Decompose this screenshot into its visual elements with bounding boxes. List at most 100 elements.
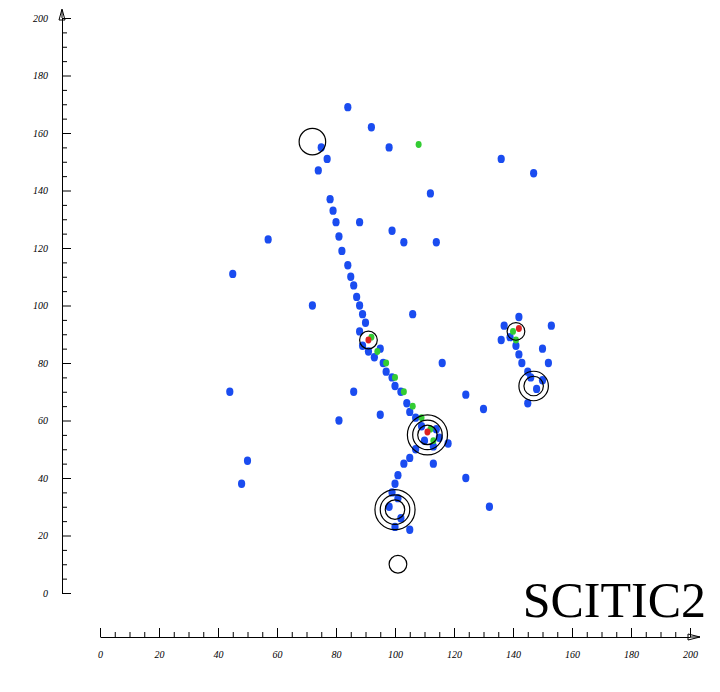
- emission-blob: [403, 399, 410, 407]
- source-circle: [389, 555, 407, 573]
- x-minor-tick: [557, 632, 558, 637]
- y-tick: 160: [33, 128, 71, 139]
- emission: [368, 141, 519, 444]
- y-minor-tick-mark: [62, 205, 67, 206]
- x-minor-tick-mark: [484, 632, 485, 637]
- x-tick-mark: [454, 628, 455, 637]
- x-tick-label: 120: [447, 649, 462, 660]
- x-minor-tick: [248, 632, 249, 637]
- y-tick-mark: [62, 363, 71, 364]
- emission-blob: [515, 350, 522, 358]
- x-axis-line: [101, 637, 691, 638]
- emission-blob: [309, 301, 316, 309]
- y-minor-tick: [62, 104, 67, 105]
- y-minor-tick: [62, 47, 67, 48]
- x-minor-tick-mark: [262, 632, 263, 637]
- y-minor-tick-mark: [62, 277, 67, 278]
- y-minor-tick: [62, 119, 67, 120]
- x-minor-tick: [321, 632, 322, 637]
- x-minor-tick: [543, 632, 544, 637]
- emission-blob: [533, 385, 540, 393]
- y-tick: 100: [33, 300, 71, 311]
- y-minor-tick: [62, 449, 67, 450]
- emission-blob: [486, 503, 493, 511]
- x-minor-tick-mark: [646, 632, 647, 637]
- emission-blob: [480, 405, 487, 413]
- y-tick-mark: [62, 191, 71, 192]
- x-minor-tick-mark: [115, 632, 116, 637]
- x-tick-mark: [690, 628, 691, 637]
- x-tick-mark: [277, 628, 278, 637]
- y-minor-tick-mark: [62, 392, 67, 393]
- emission-blob: [335, 416, 342, 424]
- emission-blob: [374, 348, 380, 355]
- x-minor-tick: [425, 632, 426, 637]
- emission-blob: [265, 235, 272, 243]
- source-circle: [413, 420, 443, 450]
- emission-blob: [324, 155, 331, 163]
- emission-blob: [416, 141, 422, 148]
- chart: 0204060801001201401601802000204060801001…: [0, 0, 720, 692]
- x-tick-mark: [395, 628, 396, 637]
- x-minor-tick: [203, 632, 204, 637]
- y-minor-tick: [62, 521, 67, 522]
- x-tick-mark: [218, 628, 219, 637]
- y-minor-tick-mark: [62, 320, 67, 321]
- y-tick: 120: [33, 243, 71, 254]
- y-minor-tick-mark: [62, 119, 67, 120]
- x-minor-tick: [307, 632, 308, 637]
- y-minor-tick-mark: [62, 162, 67, 163]
- emission-blob: [347, 273, 354, 281]
- x-minor-tick: [498, 632, 499, 637]
- source-circle: [507, 323, 525, 341]
- y-tick-mark: [62, 306, 71, 307]
- x-tick-label: 40: [214, 649, 224, 660]
- emission-blob: [332, 218, 339, 226]
- y-minor-tick: [62, 277, 67, 278]
- emission-blob: [356, 218, 363, 226]
- y-minor-tick-mark: [62, 507, 67, 508]
- source-circle: [385, 500, 404, 519]
- emission-blob: [400, 459, 407, 467]
- y-tick: 200: [33, 13, 71, 24]
- x-minor-tick-mark: [675, 632, 676, 637]
- emission-blob: [391, 480, 398, 488]
- y-tick-label: 80: [38, 358, 48, 369]
- x-tick: 180: [624, 628, 639, 660]
- x-minor-tick: [484, 632, 485, 637]
- emission-blob: [409, 310, 416, 318]
- x-tick-mark: [159, 628, 160, 637]
- y-tick: 20: [38, 530, 71, 541]
- emission-blob: [350, 281, 357, 289]
- emission-blob: [406, 454, 413, 462]
- emission-blob: [388, 227, 395, 235]
- y-tick-label: 160: [33, 128, 48, 139]
- y-tick-mark: [62, 593, 71, 594]
- x-minor-tick-mark: [469, 632, 470, 637]
- x-minor-tick: [174, 632, 175, 637]
- emission-blob: [226, 388, 233, 396]
- y-minor-tick: [62, 205, 67, 206]
- y-tick: 140: [33, 185, 71, 196]
- y-minor-tick: [62, 334, 67, 335]
- emission-blob: [362, 319, 369, 327]
- x-tick: 140: [506, 628, 521, 660]
- y-minor-tick-mark: [62, 90, 67, 91]
- y-minor-tick: [62, 435, 67, 436]
- emission-blob: [338, 247, 345, 255]
- emission-blob: [548, 321, 555, 329]
- source-circle: [360, 331, 378, 349]
- y-tick-mark: [62, 248, 71, 249]
- x-minor-tick-mark: [528, 632, 529, 637]
- source-circle: [375, 490, 415, 530]
- emission-blob: [510, 328, 516, 335]
- emission-blob: [383, 360, 389, 367]
- x-minor-tick: [675, 632, 676, 637]
- y-tick-label: 120: [33, 243, 48, 254]
- x-tick: 40: [214, 628, 224, 660]
- y-tick: 40: [38, 473, 71, 484]
- y-minor-tick-mark: [62, 291, 67, 292]
- emission-blob: [344, 261, 351, 269]
- emission: [226, 103, 555, 534]
- x-tick: 120: [447, 628, 462, 660]
